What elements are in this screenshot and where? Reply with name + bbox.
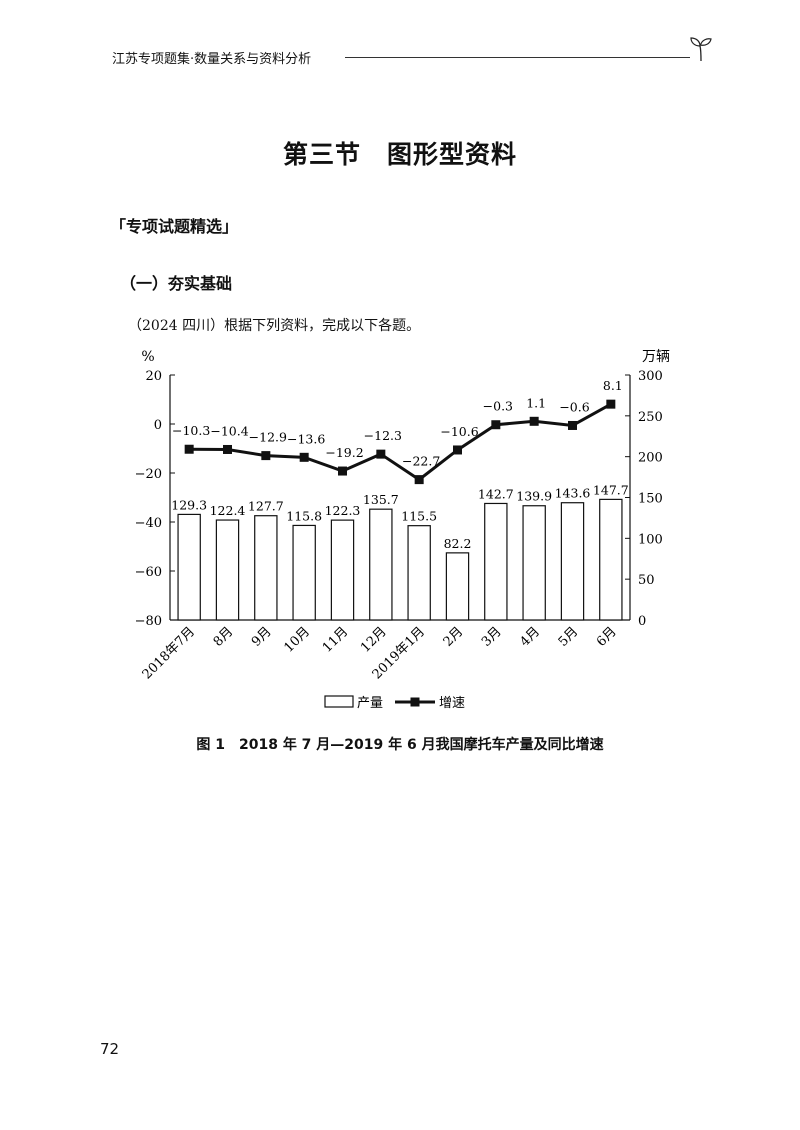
running-header-text: 江苏专项题集·数量关系与资料分析: [112, 52, 312, 67]
growth-marker: [376, 449, 386, 459]
bar-production: [254, 515, 278, 621]
bar-value-label: 82.2: [444, 536, 472, 551]
bar-production: [407, 525, 431, 621]
right-axis-tick-label: 50: [638, 573, 655, 588]
growth-marker: [414, 475, 424, 485]
growth-value-label: −10.6: [440, 424, 478, 439]
running-header: 江苏专项题集·数量关系与资料分析: [112, 44, 712, 70]
growth-value-label: −22.7: [402, 454, 440, 469]
x-tick-label: 11月: [320, 624, 351, 655]
growth-value-label: 8.1: [603, 378, 623, 393]
bar-value-label: 135.7: [363, 492, 399, 507]
legend-bar-swatch: [324, 695, 354, 708]
bar-production: [522, 505, 546, 621]
growth-value-label: −10.3: [172, 423, 210, 438]
bar-value-label: 122.4: [210, 503, 246, 518]
x-tick-label: 4月: [517, 624, 543, 650]
x-tick-label: 3月: [479, 624, 505, 650]
bar-production: [599, 498, 623, 621]
right-axis-tick-label: 300: [638, 369, 663, 384]
left-axis-tick-label: −80: [135, 614, 162, 629]
right-axis-tick-label: 0: [638, 614, 646, 629]
growth-marker: [606, 399, 616, 409]
sprout-icon: [690, 37, 712, 62]
x-tick-label: 2018年7月: [140, 624, 198, 682]
legend-line-label: 增速: [439, 696, 465, 711]
growth-value-label: −19.2: [325, 445, 363, 460]
growth-value-label: −0.3: [483, 399, 513, 414]
growth-marker: [453, 445, 462, 455]
growth-value-label: −12.9: [249, 430, 287, 445]
growth-marker: [568, 420, 577, 430]
growth-marker: [223, 444, 232, 454]
legend-line-marker: [410, 697, 420, 707]
growth-marker: [491, 420, 501, 430]
x-tick-label: 8月: [211, 624, 237, 650]
growth-line: [189, 402, 612, 482]
bar-value-label: 127.7: [248, 499, 284, 514]
left-axis-tick-label: 20: [145, 369, 162, 384]
page-title: 第三节 图形型资料: [282, 140, 517, 169]
growth-marker: [261, 451, 271, 461]
left-axis-tick-label: 0: [154, 418, 162, 433]
right-axis-tick-label: 250: [638, 410, 663, 425]
x-tick-label: 10月: [281, 624, 312, 655]
bar-value-label: 139.9: [516, 489, 552, 504]
x-tick-label: 12月: [358, 624, 389, 655]
bar-production: [215, 519, 240, 621]
bar-value-label: 129.3: [171, 497, 207, 512]
x-tick-label: 9月: [249, 624, 275, 650]
bar-production: [330, 519, 355, 621]
growth-value-label: −12.3: [364, 428, 402, 443]
bar-production: [560, 502, 585, 621]
left-axis-unit: %: [141, 349, 154, 365]
x-tick-label: 6月: [594, 624, 620, 650]
right-axis-tick-label: 200: [638, 451, 663, 466]
bar-production: [369, 508, 393, 621]
bar-production: [177, 513, 201, 621]
bar-value-label: 122.3: [325, 503, 361, 518]
bar-value-label: 142.7: [478, 486, 514, 501]
growth-marker: [299, 452, 309, 462]
bar-value-label: 115.5: [401, 509, 437, 524]
x-tick-label: 5月: [556, 624, 582, 650]
bar-production: [484, 502, 508, 621]
left-axis-tick-label: −40: [135, 516, 162, 531]
growth-marker: [184, 444, 194, 454]
bar-production: [445, 552, 470, 621]
growth-marker: [529, 416, 539, 426]
growth-value-label: 1.1: [526, 395, 546, 410]
page-number: 72: [100, 1040, 120, 1058]
growth-value-label: −10.4: [210, 423, 248, 438]
right-axis-tick-label: 150: [638, 492, 663, 507]
growth-marker: [338, 466, 347, 476]
combo-chart: % 万辆200−20−40−60−80300250200150100500129.…: [135, 349, 670, 711]
bar-value-label: 115.8: [286, 508, 322, 523]
right-axis-tick-label: 100: [638, 532, 663, 547]
bar-value-label: 143.6: [555, 486, 591, 501]
growth-value-label: −13.6: [287, 431, 325, 446]
bar-value-label: 147.7: [593, 482, 629, 497]
figure-caption: 图 1 2018 年 7 月—2019 年 6 月我国摩托车产量及同比增速: [196, 737, 604, 753]
header-rule: [345, 57, 690, 58]
right-axis-unit: 万辆: [642, 349, 670, 365]
left-axis-tick-label: −20: [135, 467, 162, 482]
subsection-heading: （一）夯实基础: [120, 274, 233, 293]
bar-production: [292, 524, 316, 621]
left-axis-tick-label: −60: [135, 565, 162, 580]
x-tick-label: 2月: [441, 624, 467, 650]
growth-value-label: −0.6: [559, 399, 589, 414]
question-intro: （2024 四川）根据下列资料，完成以下各题。: [128, 318, 421, 334]
legend-bar-label: 产量: [357, 696, 383, 711]
section-heading: 「专项试题精选」: [110, 217, 239, 236]
